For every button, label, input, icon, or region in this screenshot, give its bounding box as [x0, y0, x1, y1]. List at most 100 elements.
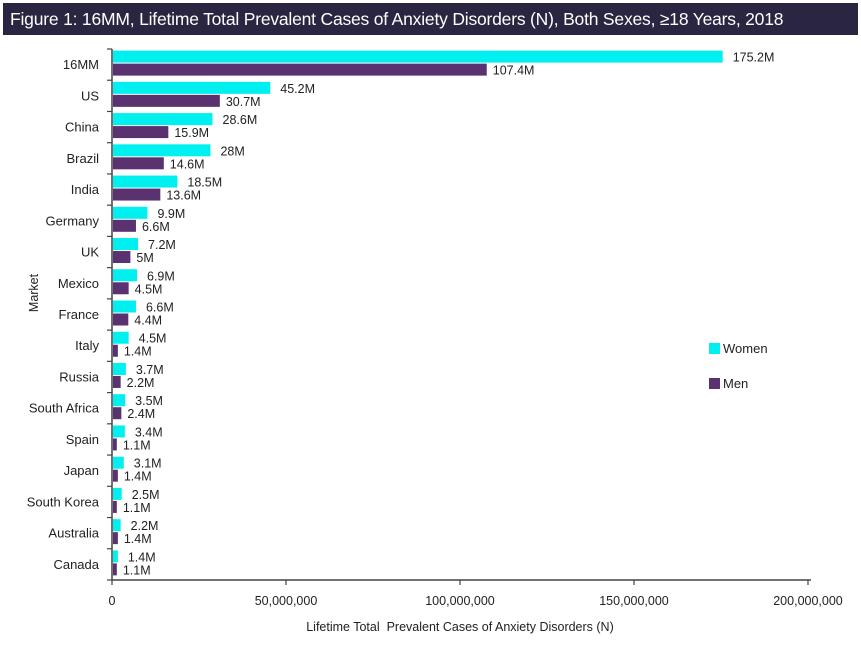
bar-women — [113, 238, 139, 251]
bar-men — [113, 126, 169, 139]
data-label-women: 3.7M — [136, 363, 164, 377]
data-label-men: 30.7M — [226, 95, 261, 109]
bar-women — [113, 425, 125, 438]
chart-title: Figure 1: 16MM, Lifetime Total Prevalent… — [3, 3, 858, 35]
bar-men — [113, 313, 129, 326]
data-label-women: 28M — [220, 144, 244, 158]
category-label: South Africa — [29, 401, 100, 416]
category-label: China — [65, 120, 100, 135]
bar-women — [113, 487, 122, 500]
category-label: Russia — [59, 369, 100, 384]
bar-men — [113, 532, 118, 545]
bar-women — [113, 331, 129, 344]
category-label: US — [81, 88, 99, 103]
bar-men — [113, 157, 164, 170]
data-label-men: 5M — [136, 251, 153, 265]
category-label: India — [71, 182, 100, 197]
category-label: Brazil — [66, 151, 99, 166]
data-label-women: 18.5M — [187, 176, 222, 190]
data-label-men: 1.4M — [124, 532, 152, 546]
category-label: South Korea — [27, 494, 100, 509]
bar-women — [113, 113, 213, 126]
bar-women — [113, 269, 138, 282]
bar-women — [113, 50, 723, 63]
bar-men — [113, 563, 117, 576]
bar-men — [113, 63, 487, 76]
bar-men — [113, 469, 118, 482]
bar-women — [113, 206, 148, 219]
category-label: Canada — [53, 557, 99, 572]
bar-women — [113, 144, 211, 157]
x-tick-label: 200,000,000 — [773, 594, 843, 608]
legend-label-men: Men — [723, 376, 748, 391]
bar-men — [113, 282, 129, 295]
bar-men — [113, 251, 131, 264]
data-label-men: 15.9M — [174, 126, 209, 140]
data-label-men: 1.1M — [123, 563, 151, 577]
data-label-men: 2.2M — [127, 376, 155, 390]
bar-women — [113, 81, 271, 94]
bar-men — [113, 94, 220, 107]
bar-women — [113, 394, 126, 407]
data-label-men: 4.4M — [134, 314, 162, 328]
legend-label-women: Women — [723, 341, 768, 356]
bar-women — [113, 550, 118, 563]
data-label-women: 6.6M — [146, 301, 174, 315]
bar-women — [113, 519, 121, 532]
x-tick-label: 0 — [109, 594, 116, 608]
category-label: Japan — [64, 463, 99, 478]
data-label-women: 3.1M — [134, 457, 162, 471]
bar-men — [113, 407, 122, 420]
data-label-women: 28.6M — [223, 113, 258, 127]
bar-men — [113, 500, 117, 513]
x-tick-label: 100,000,000 — [425, 594, 495, 608]
data-label-men: 13.6M — [166, 189, 201, 203]
y-axis-title: Market — [27, 273, 41, 312]
category-label: Germany — [46, 213, 100, 228]
bar-men — [113, 344, 118, 357]
data-labels-group: 16MM 175.2M 107.4M US 45.2M 30.7M China 28.6M 15… — [27, 51, 775, 578]
data-label-women: 2.5M — [132, 488, 160, 502]
data-label-men: 2.4M — [127, 407, 155, 421]
data-label-men: 14.6M — [170, 157, 205, 171]
category-label: Mexico — [58, 276, 99, 291]
data-label-men: 4.5M — [135, 282, 163, 296]
legend: Women Men — [709, 341, 768, 391]
bar-women — [113, 456, 124, 469]
x-axis-title: Lifetime Total Prevalent Cases of Anxiet… — [306, 620, 614, 634]
bars-group — [113, 50, 723, 576]
bar-men — [113, 188, 161, 201]
bar-men — [113, 375, 121, 388]
data-label-women: 175.2M — [733, 51, 775, 65]
data-label-women: 4.5M — [139, 332, 167, 346]
data-label-men: 1.1M — [123, 501, 151, 515]
data-label-men: 1.4M — [124, 470, 152, 484]
bar-women — [113, 175, 178, 188]
data-label-men: 6.6M — [142, 220, 170, 234]
legend-swatch-men — [709, 378, 720, 389]
category-label: Australia — [48, 526, 99, 541]
category-label: 16MM — [63, 57, 99, 72]
bar-women — [113, 362, 126, 375]
data-label-women: 45.2M — [280, 82, 315, 96]
axes-group: 0 50,000,000 100,000,000 150,000,000 200,000… — [107, 48, 843, 608]
data-label-women: 6.9M — [147, 269, 175, 283]
data-label-women: 9.9M — [157, 207, 185, 221]
data-label-men: 107.4M — [493, 64, 535, 78]
category-label: France — [59, 307, 99, 322]
data-label-men: 1.1M — [123, 438, 151, 452]
category-label: Italy — [75, 338, 99, 353]
category-label: Spain — [66, 432, 99, 447]
x-tick-label: 50,000,000 — [255, 594, 318, 608]
data-label-women: 3.5M — [135, 394, 163, 408]
data-label-men: 1.4M — [124, 345, 152, 359]
bar-men — [113, 438, 117, 451]
data-label-women: 1.4M — [128, 550, 156, 564]
bar-women — [113, 300, 136, 313]
data-label-women: 2.2M — [131, 519, 159, 533]
x-tick-label: 150,000,000 — [599, 594, 669, 608]
category-label: UK — [81, 245, 99, 260]
data-label-women: 3.4M — [135, 425, 163, 439]
legend-swatch-women — [709, 343, 720, 354]
